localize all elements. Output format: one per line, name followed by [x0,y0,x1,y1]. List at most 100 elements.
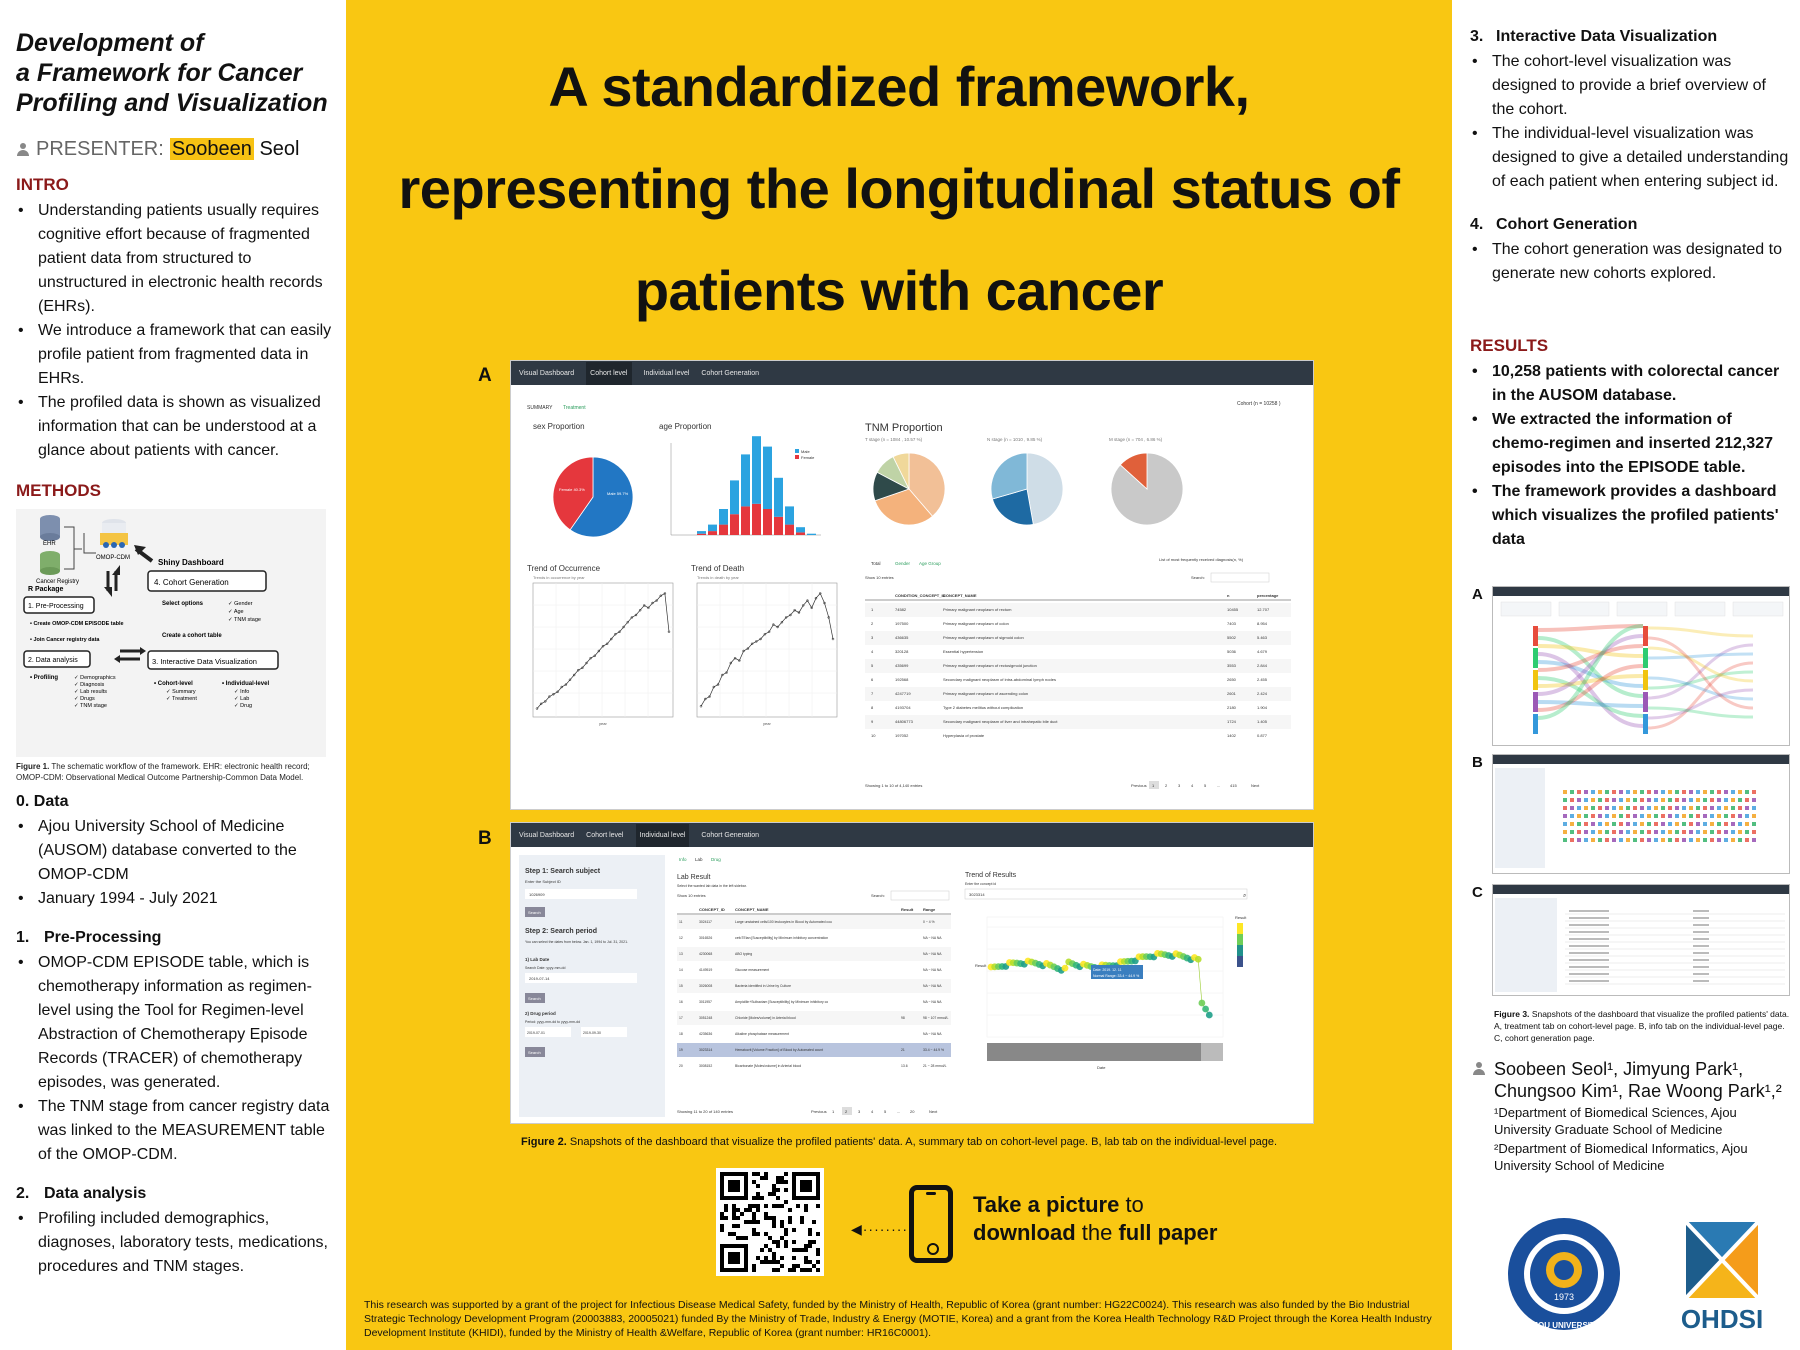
age-chart-title: age Proportion [659,422,711,431]
qr-module [752,1196,756,1200]
list-item: The profiled data is shown as visualized… [16,391,332,463]
drug-to-value: 2019-09-30 [583,1031,601,1035]
qr-module [756,1184,760,1188]
table-cell: Large unstained cells/100 leukocytes in … [735,920,832,924]
list-item: Profiling included demographics, diagnos… [16,1207,332,1279]
svg-text:✓ Drugs: ✓ Drugs [74,696,95,702]
timeline-mark [1731,822,1735,826]
timeline-mark [1612,806,1616,810]
qr-module [772,1224,776,1228]
fig1-individual-level-label: • Individual-level [222,681,269,687]
pre-processing-list: OMOP-CDM EPISODE table, which is chemoth… [16,951,332,1167]
timeline-mark [1647,806,1651,810]
qr-module [728,1232,732,1236]
table-cell: Ampicillin+Sulbactam [Susceptibility] by… [735,1000,828,1004]
timeline-mark [1745,790,1749,794]
timeline-mark [1675,838,1679,842]
pager-item: 20 [910,1109,915,1114]
timeline-mark [1591,806,1595,810]
qr-module [772,1240,776,1244]
qr-module [792,1264,796,1268]
qr-module [784,1180,788,1184]
qr-module [776,1260,780,1264]
qr-module [768,1260,772,1264]
interactive-viz-heading: 3. Interactive Data Visualization [1470,28,1718,45]
timeline-mark [1682,822,1686,826]
methods-heading: METHODS [16,481,101,500]
timeline-mark [1738,830,1742,834]
qr-module [808,1268,812,1272]
fig1-select-label: Select options [162,601,204,607]
download-text: Take a picture to download the full pape… [973,1192,1218,1245]
qr-module [764,1232,768,1236]
table-cell [1569,924,1609,926]
tnm-chart-title: TNM Proportion [865,422,943,434]
timeline-mark [1745,830,1749,834]
timeline-mark [1640,814,1644,818]
timeline-mark [1570,798,1574,802]
timeline-mark [1682,806,1686,810]
timeline-mark [1584,806,1588,810]
sankey-link [1647,661,1754,730]
qr-module [732,1216,736,1220]
occurrence-point [667,630,671,634]
death-subtitle: Trends in death by year [697,575,740,580]
timeline-mark [1717,806,1721,810]
qr-module [812,1264,816,1268]
table-cell: 98 ~ 107 mmol/L [923,1016,948,1020]
qr-module [732,1232,736,1236]
timeline-mark [1605,838,1609,842]
svg-text:• Join Cancer registry data: • Join Cancer registry data [30,637,100,643]
sidebar [1495,898,1557,992]
timeline-mark [1752,790,1756,794]
table-header: CONDITION_CONCEPT_ID [895,593,946,598]
data-analysis-heading: 2. Data analysis [16,1185,147,1202]
table-row [865,715,1291,729]
qr-module [768,1248,772,1252]
occurrence-point [626,620,629,624]
occurrence-point [659,594,662,598]
table-cell: 13.6 [901,1064,908,1068]
age-bar-female [719,524,728,535]
timeline-mark [1703,814,1707,818]
timeline-mark [1689,790,1693,794]
timeline-mark [1591,838,1595,842]
timeline-mark [1738,822,1742,826]
svg-text:✓ TNM stage: ✓ TNM stage [74,703,107,709]
trend-title: Trend of Results [965,872,1017,879]
qr-code[interactable] [716,1168,824,1276]
list-item: Understanding patients usually requires … [16,199,332,319]
timeline-mark [1710,790,1714,794]
table-cell: 8.954 [1257,621,1268,626]
timeline-mark [1619,830,1623,834]
death-point [818,592,822,595]
search-button [525,993,545,1003]
concept-value: 3023314 [969,892,985,897]
qr-module [756,1192,760,1196]
death-point [772,623,775,626]
sankey-node [1533,670,1538,690]
sankey-link [1537,674,1644,688]
occurrence-title: Trend of Occurrence [527,564,601,573]
table-cell: 18 [679,1032,683,1036]
pager-item: 1 [832,1109,835,1114]
timeline-mark [1640,798,1644,802]
timeline-mark [1626,822,1630,826]
table-header: Result [901,907,914,912]
qr-module [816,1248,820,1252]
legend-title: Result [1235,915,1247,920]
author-names: Soobeen Seol¹, Jimyung Park¹, Chungsoo K… [1472,1058,1792,1102]
step1-heading: Step 1: Search subject [525,868,601,875]
qr-module [784,1232,788,1236]
qr-module [744,1220,748,1224]
fig1-shiny-label: Shiny Dashboard [158,558,224,567]
death-point [789,613,792,617]
table-cell: 10 [871,733,876,738]
qr-module [724,1216,728,1220]
qr-module [764,1244,768,1248]
qr-module [752,1232,756,1236]
age-bar-male [785,506,794,525]
qr-module [792,1240,796,1244]
table-cell: 4.679 [1257,649,1268,654]
qr-module [764,1172,768,1176]
